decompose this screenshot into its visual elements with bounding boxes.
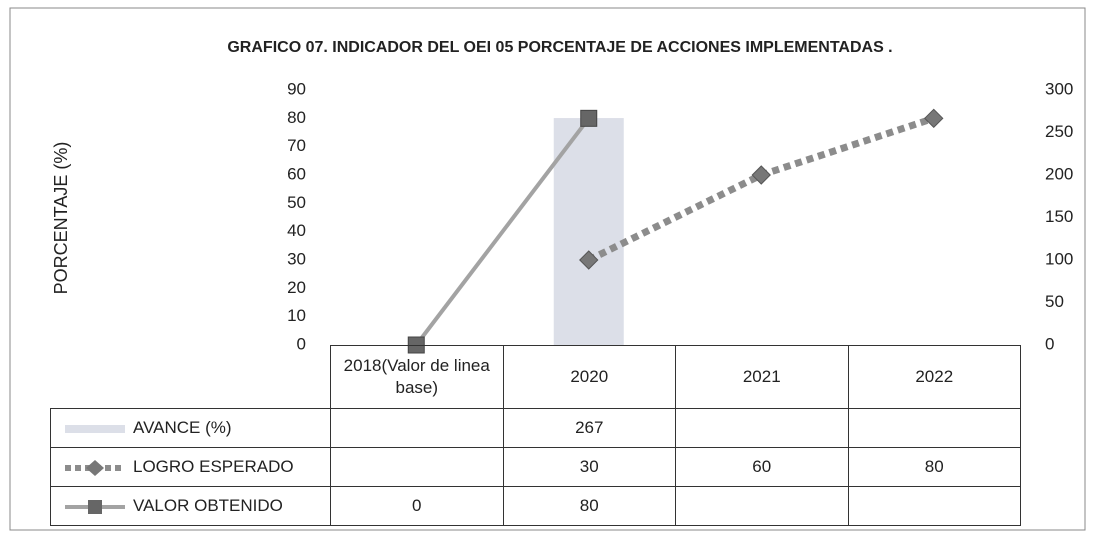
legend-swatch	[65, 424, 125, 433]
table-cell: 267	[502, 408, 676, 448]
data-table: 2018(Valor de linea base) 2020 2021 2022 AVA…	[50, 345, 1021, 526]
legend-label: LOGRO ESPERADO	[133, 457, 294, 476]
y-tick-label: 10	[287, 306, 306, 325]
line	[414, 117, 591, 347]
marker	[579, 250, 599, 270]
table-cell	[675, 486, 849, 526]
value-label: 267	[575, 418, 604, 437]
legend-label: VALOR OBTENIDO	[133, 496, 283, 515]
bar	[553, 118, 624, 345]
x-tick-label: 2021	[675, 345, 849, 409]
header-row: 2018(Valor de linea base) 2020 2021 2022	[51, 345, 1021, 409]
y2-tick-label: 200	[1045, 164, 1073, 183]
table-cell	[675, 408, 849, 448]
y-axis-label: PORCENTAJE (%)	[51, 142, 71, 295]
table-cell	[847, 408, 1021, 448]
table-cell: 0	[330, 486, 504, 526]
table-cell: 80	[847, 447, 1021, 487]
legend-cell: AVANCE (%)	[50, 408, 331, 448]
value-label: 80	[924, 457, 944, 476]
legend-cell: LOGRO ESPERADO	[50, 447, 331, 487]
x-tick-label: 2018(Valor de linea base)	[330, 345, 504, 409]
legend-label: AVANCE (%)	[133, 418, 232, 437]
y2-tick-label: 150	[1045, 207, 1073, 226]
legend-key	[65, 499, 125, 514]
y-tick-label: 80	[287, 108, 306, 127]
marker	[751, 165, 771, 185]
y-tick-label: 40	[287, 221, 306, 240]
value-label: 80	[579, 496, 599, 515]
y2-tick-label: 0	[1045, 334, 1054, 353]
table-cell: 30	[502, 447, 676, 487]
table-cell	[847, 486, 1021, 526]
line	[587, 115, 935, 264]
y2-tick-label: 300	[1045, 79, 1073, 98]
table-cell	[330, 447, 504, 487]
y-tick-label: 30	[287, 249, 306, 268]
legend-key	[65, 459, 125, 476]
table-row: LOGRO ESPERADO 30 60 80	[50, 447, 1021, 487]
y-tick-label: 60	[287, 164, 306, 183]
table-row: AVANCE (%) 267	[50, 408, 1021, 448]
value-label: 60	[752, 457, 772, 476]
x-tick-label: 2020	[502, 345, 676, 409]
x-tick-label: 2022	[847, 345, 1021, 409]
table-cell	[330, 408, 504, 448]
value-label: 0	[412, 496, 422, 515]
corner	[51, 346, 331, 409]
y-tick-label: 20	[287, 278, 306, 297]
y-tick-label: 70	[287, 136, 306, 155]
y-tick-label: 0	[297, 334, 306, 353]
legend-key	[65, 424, 125, 433]
table-cell: 60	[675, 447, 849, 487]
table-cell: 80	[502, 486, 676, 526]
y-tick-label: 50	[287, 193, 306, 212]
y2-tick-label: 250	[1045, 122, 1073, 141]
legend-cell: VALOR OBTENIDO	[50, 486, 331, 526]
marker	[924, 108, 944, 129]
chart-title: GRAFICO 07. INDICADOR DEL OEI 05 PORCENT…	[227, 39, 892, 56]
marker	[580, 109, 598, 127]
y-tick-label: 90	[287, 79, 306, 98]
frame	[9, 7, 1086, 531]
legend-marker	[88, 499, 102, 514]
y2-tick-label: 100	[1045, 249, 1073, 268]
value-label: 30	[579, 457, 599, 476]
legend-marker	[86, 459, 104, 476]
y2-tick-label: 50	[1045, 292, 1064, 311]
table-row: VALOR OBTENIDO 0 80	[50, 486, 1021, 526]
